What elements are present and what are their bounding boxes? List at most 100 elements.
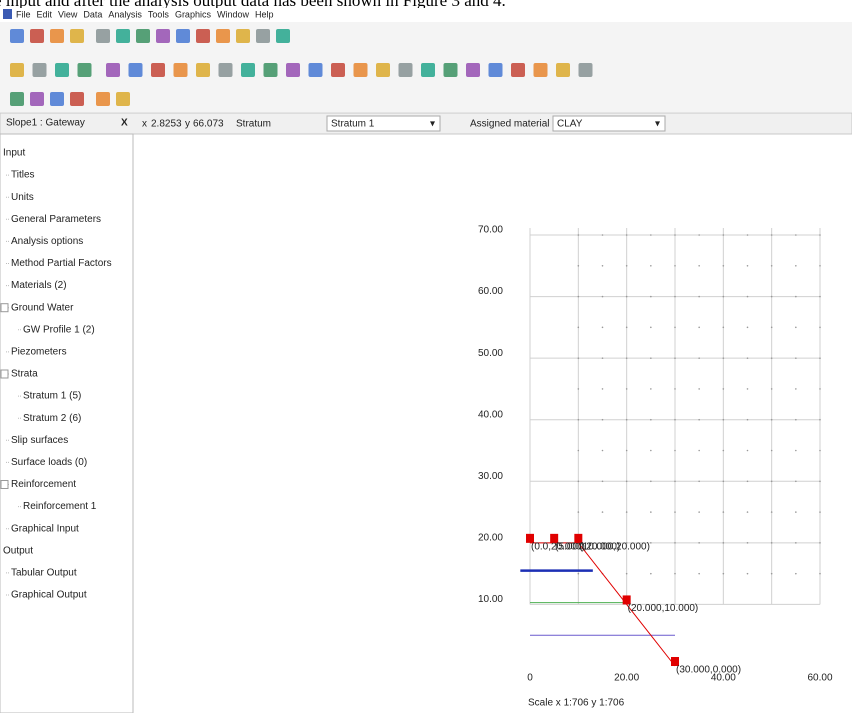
toolbar-button[interactable] xyxy=(10,92,24,106)
menu-item[interactable]: Help xyxy=(255,9,274,19)
tree-item[interactable]: Slip surfaces xyxy=(11,435,68,446)
tree-item[interactable]: Analysis options xyxy=(11,236,83,247)
tree-item[interactable]: Output xyxy=(3,545,33,556)
material-value[interactable]: CLAY xyxy=(557,119,583,130)
toolbar-button[interactable] xyxy=(466,63,480,77)
toolbar-button[interactable] xyxy=(176,29,190,43)
toolbar-button[interactable] xyxy=(30,29,44,43)
tree-item[interactable]: Stratum 2 (6) xyxy=(23,413,81,424)
toolbar-button[interactable] xyxy=(579,63,593,77)
menu-item[interactable]: Analysis xyxy=(108,9,142,19)
tree-item[interactable]: Graphical Output xyxy=(11,590,87,601)
toolbar-button[interactable] xyxy=(33,63,47,77)
toolbar-button[interactable] xyxy=(10,29,24,43)
tab-title[interactable]: Slope1 : Gateway xyxy=(6,118,85,129)
toolbar-button[interactable] xyxy=(30,92,44,106)
toolbar-button[interactable] xyxy=(236,29,250,43)
snap-dot xyxy=(578,357,580,359)
tree-item[interactable]: Piezometers xyxy=(11,347,67,358)
point-label: (10.000,20.000) xyxy=(579,541,650,552)
tree-item[interactable]: General Parameters xyxy=(11,214,101,225)
tree-item[interactable]: Tabular Output xyxy=(11,568,77,579)
toolbar-button[interactable] xyxy=(196,63,210,77)
toolbar-button[interactable] xyxy=(96,92,110,106)
toolbar-button[interactable] xyxy=(309,63,323,77)
toolbar-button[interactable] xyxy=(78,63,92,77)
tree-expander[interactable] xyxy=(1,481,8,489)
toolbar-button[interactable] xyxy=(534,63,548,77)
toolbar-button[interactable] xyxy=(556,63,570,77)
snap-dot xyxy=(626,480,628,482)
toolbar-button[interactable] xyxy=(216,29,230,43)
toolbar-button[interactable] xyxy=(376,63,390,77)
snap-dot xyxy=(771,357,773,359)
tab-close[interactable]: X xyxy=(121,118,128,129)
menu-item[interactable]: File xyxy=(16,9,31,19)
toolbar-button[interactable] xyxy=(276,29,290,43)
snap-dot xyxy=(578,327,580,329)
toolbar-button[interactable] xyxy=(10,63,24,77)
toolbar-button[interactable] xyxy=(489,63,503,77)
toolbar-button[interactable] xyxy=(106,63,120,77)
snap-dot xyxy=(578,388,580,390)
toolbar-button[interactable] xyxy=(444,63,458,77)
tree-item[interactable]: Titles xyxy=(11,170,35,181)
toolbar-button[interactable] xyxy=(50,29,64,43)
snap-dot xyxy=(674,357,676,359)
toolbar-button[interactable] xyxy=(264,63,278,77)
tree-item[interactable]: Units xyxy=(11,192,34,203)
tree-item[interactable]: Reinforcement xyxy=(11,479,76,490)
toolbar-button[interactable] xyxy=(354,63,368,77)
toolbar-button[interactable] xyxy=(219,63,233,77)
snap-dot xyxy=(771,296,773,298)
tree-item[interactable]: Materials (2) xyxy=(11,280,67,291)
toolbar-button[interactable] xyxy=(70,29,84,43)
toolbar-button[interactable] xyxy=(136,29,150,43)
tree-item[interactable]: GW Profile 1 (2) xyxy=(23,324,95,335)
tree-item[interactable]: Reinforcement 1 xyxy=(23,501,97,512)
snap-dot xyxy=(819,542,821,544)
tree-item[interactable]: Method Partial Factors xyxy=(11,258,112,269)
tree-expander[interactable] xyxy=(1,304,8,312)
menu-item[interactable]: View xyxy=(58,9,78,19)
toolbar-button[interactable] xyxy=(70,92,84,106)
toolbar-button[interactable] xyxy=(156,29,170,43)
toolbar-button[interactable] xyxy=(511,63,525,77)
tree-expander[interactable] xyxy=(1,370,8,378)
snap-dot xyxy=(771,419,773,421)
snap-dot xyxy=(674,511,676,513)
tree-item[interactable]: Stratum 1 (5) xyxy=(23,391,81,402)
toolbar-button[interactable] xyxy=(256,29,270,43)
toolbar-button[interactable] xyxy=(151,63,165,77)
toolbar-button[interactable] xyxy=(55,63,69,77)
snap-dot xyxy=(698,296,700,298)
toolbar-button[interactable] xyxy=(421,63,435,77)
toolbar-button[interactable] xyxy=(286,63,300,77)
toolbar-button[interactable] xyxy=(116,92,130,106)
snap-dot xyxy=(723,542,725,544)
tree-item[interactable]: Strata xyxy=(11,369,38,380)
toolbar-button[interactable] xyxy=(399,63,413,77)
tree-item[interactable]: Ground Water xyxy=(11,302,74,313)
menu-item[interactable]: Graphics xyxy=(175,9,212,19)
snap-dot xyxy=(795,511,797,513)
menu-item[interactable]: Window xyxy=(217,9,250,19)
menu-item[interactable]: Edit xyxy=(37,9,53,19)
stratum-value[interactable]: Stratum 1 xyxy=(331,119,375,130)
toolbar-button[interactable] xyxy=(50,92,64,106)
toolbar-button[interactable] xyxy=(196,29,210,43)
snap-dot xyxy=(602,265,604,267)
tree-item[interactable]: Input xyxy=(3,148,25,159)
menu-item[interactable]: Data xyxy=(83,9,102,19)
snap-dot xyxy=(747,542,749,544)
toolbar-button[interactable] xyxy=(129,63,143,77)
tree-item[interactable]: Graphical Input xyxy=(11,523,79,534)
toolbar-button[interactable] xyxy=(241,63,255,77)
toolbar-button[interactable] xyxy=(96,29,110,43)
toolbar-button[interactable] xyxy=(331,63,345,77)
toolbar-button[interactable] xyxy=(116,29,130,43)
tree-item[interactable]: Surface loads (0) xyxy=(11,457,87,468)
snap-dot xyxy=(650,450,652,452)
toolbar-button[interactable] xyxy=(174,63,188,77)
menu-item[interactable]: Tools xyxy=(148,9,170,19)
